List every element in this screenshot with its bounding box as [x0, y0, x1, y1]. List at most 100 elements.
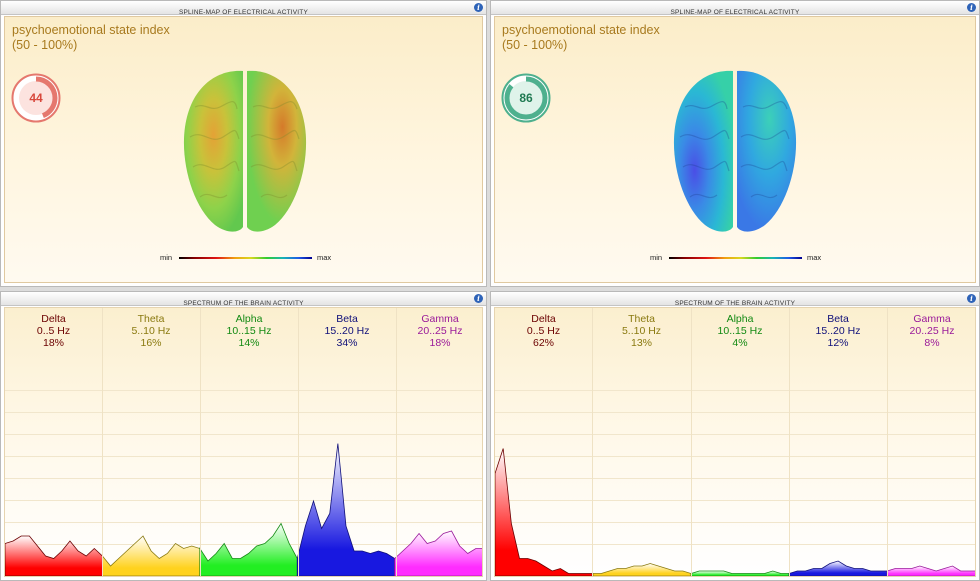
band-gamma: Gamma 20..25 Hz 8% [887, 308, 975, 576]
info-icon[interactable]: i [474, 294, 483, 303]
spectrum-band-area-alpha [199, 522, 298, 576]
state-index-gauge: 44 [11, 73, 61, 123]
info-icon[interactable]: i [474, 3, 483, 12]
panel-header: SPECTRUM OF THE BRAIN ACTIVITY i [491, 292, 979, 307]
panel-header-title: SPECTRUM OF THE BRAIN ACTIVITY [183, 300, 304, 307]
gauge-arc [504, 76, 548, 120]
gauge-arc [14, 76, 58, 120]
grid-line [5, 522, 482, 523]
legend-min-label: min [650, 253, 663, 262]
band-percent: 4% [732, 337, 748, 349]
spectrum-area: Delta 0..5 Hz 62% Theta 5..10 Hz 13% Alp… [494, 307, 976, 577]
band-beta: Beta 15..20 Hz 12% [789, 308, 888, 576]
legend-gradient-bar [669, 257, 802, 259]
spline-map-panel-left: SPLINE-MAP OF ELECTRICAL ACTIVITY i psyc… [0, 0, 487, 287]
spectrum-chart [5, 443, 482, 576]
band-theta: Theta 5..10 Hz 13% [592, 308, 692, 576]
grid-line [5, 412, 482, 413]
band-range: 10..15 Hz [226, 325, 272, 337]
index-title-line1: psychoemotional state index [502, 23, 660, 37]
spectrum-band-area-alpha [690, 570, 790, 576]
map-area: psychoemotional state index (50 - 100%) … [4, 16, 483, 283]
grid-line [5, 500, 482, 501]
band-range: 0..5 Hz [36, 325, 71, 337]
band-range: 0..5 Hz [526, 325, 561, 337]
band-percent: 13% [630, 337, 652, 349]
band-alpha: Alpha 10..15 Hz 14% [200, 308, 299, 576]
band-range: 5..10 Hz [621, 325, 662, 337]
band-range: 15..20 Hz [815, 325, 861, 337]
panel-header: SPLINE-MAP OF ELECTRICAL ACTIVITY i [1, 1, 486, 16]
gauge-value: 44 [29, 91, 43, 105]
grid-line [495, 478, 975, 479]
legend-max-label: max [317, 253, 332, 262]
state-index-gauge: 86 [501, 73, 551, 123]
band-percent: 8% [924, 337, 940, 349]
spectrum-band-area-gamma [394, 530, 482, 576]
spectrum-area: Delta 0..5 Hz 18% Theta 5..10 Hz 16% Alp… [4, 307, 483, 577]
grid-line [5, 390, 482, 391]
band-percent: 16% [140, 337, 162, 349]
grid-line [495, 456, 975, 457]
info-icon[interactable]: i [967, 294, 976, 303]
spectrum-panel-left: SPECTRUM OF THE BRAIN ACTIVITY i Delta 0… [0, 291, 487, 581]
band-percent: 62% [532, 337, 554, 349]
panel-header: SPECTRUM OF THE BRAIN ACTIVITY i [1, 292, 486, 307]
legend-gradient-bar [179, 257, 312, 259]
spectrum-band-area-theta [592, 563, 692, 576]
spectrum-panel-right: SPECTRUM OF THE BRAIN ACTIVITY i Delta 0… [490, 291, 980, 581]
spectrum-band-area-beta [788, 560, 888, 576]
band-name: Theta [137, 313, 165, 325]
band-name: Theta [628, 313, 655, 325]
band-name: Delta [41, 313, 66, 325]
spectrum-chart [495, 448, 975, 576]
band-beta: Beta 15..20 Hz 34% [298, 308, 397, 576]
info-icon[interactable]: i [967, 3, 976, 12]
panel-header: SPLINE-MAP OF ELECTRICAL ACTIVITY i [491, 1, 979, 16]
grid-line [495, 544, 975, 545]
index-title: psychoemotional state index (50 - 100%) [502, 23, 660, 53]
band-name: Beta [827, 313, 849, 325]
band-name: Gamma [913, 313, 951, 325]
band-range: 20..25 Hz [417, 325, 463, 337]
brain-map-image [673, 70, 797, 232]
band-name: Beta [336, 313, 358, 325]
band-theta: Theta 5..10 Hz 16% [102, 308, 201, 576]
band-range: 15..20 Hz [324, 325, 370, 337]
index-title-range: (50 - 100%) [502, 38, 568, 52]
band-percent: 18% [42, 337, 64, 349]
grid-line [5, 478, 482, 479]
grid-line [5, 456, 482, 457]
band-range: 20..25 Hz [909, 325, 955, 337]
band-name: Alpha [235, 313, 263, 325]
band-range: 5..10 Hz [131, 325, 171, 337]
grid-line [5, 434, 482, 435]
index-title: psychoemotional state index (50 - 100%) [12, 23, 170, 53]
spectrum-band-area-beta [296, 443, 396, 576]
panel-header-title: SPECTRUM OF THE BRAIN ACTIVITY [674, 300, 796, 307]
legend-min-label: min [160, 253, 173, 262]
panel-header-title: SPLINE-MAP OF ELECTRICAL ACTIVITY [178, 9, 309, 16]
spectrum-band-area-theta [102, 535, 201, 576]
legend-max-label: max [807, 253, 822, 262]
grid-line [495, 500, 975, 501]
index-title-range: (50 - 100%) [12, 38, 78, 52]
grid-line [495, 434, 975, 435]
band-range: 10..15 Hz [717, 325, 763, 337]
band-name: Alpha [726, 313, 754, 325]
grid-line [5, 544, 482, 545]
grid-line [495, 522, 975, 523]
band-name: Gamma [421, 313, 459, 325]
gauge-value: 86 [519, 91, 533, 105]
spectrum-band-area-gamma [886, 565, 975, 576]
band-delta: Delta 0..5 Hz 62% [495, 308, 593, 576]
band-percent: 12% [827, 337, 849, 349]
spectrum-band-area-delta [5, 535, 103, 576]
map-area: psychoemotional state index (50 - 100%) … [494, 16, 976, 283]
band-percent: 14% [238, 337, 260, 349]
band-name: Delta [531, 313, 556, 325]
band-delta: Delta 0..5 Hz 18% [5, 308, 103, 576]
band-gamma: Gamma 20..25 Hz 18% [396, 308, 482, 576]
spectrum-band-area-delta [495, 448, 594, 576]
gauge-ring-icon [11, 73, 61, 123]
